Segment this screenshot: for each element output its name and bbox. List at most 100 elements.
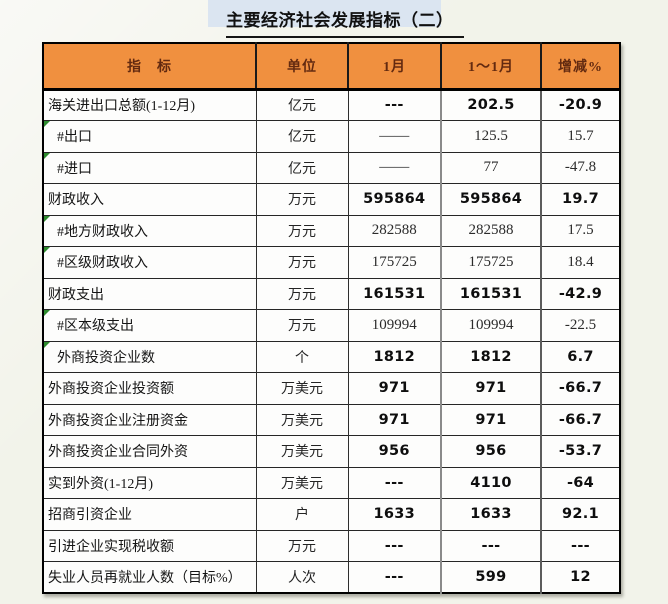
month-value-cell: 1812 [347, 340, 441, 373]
indicator-label: 实到外资(1-12月) [48, 476, 153, 492]
month-value-cell: --- [347, 466, 441, 499]
table-row: 引进企业实现税收额 万元 --- --- --- [43, 529, 620, 562]
month-value-cell: 971 [347, 372, 441, 404]
change-value-cell: 92.1 [540, 498, 620, 530]
indicator-label: 财政支出 [48, 287, 104, 303]
indicator-label: 海关进出口总额(1-12月) [48, 99, 195, 115]
indicator-cell: 实到外资(1-12月) [43, 466, 256, 499]
indicators-table: 指 标 单位 1月 1～1月 增减% 海关进出口总额(1-12月) 亿元 ---… [42, 42, 621, 594]
month-value-cell: --- [347, 561, 441, 593]
change-value-cell: 12 [540, 561, 620, 593]
indicator-label: #进口 [57, 161, 92, 177]
col-header-unit: 单位 [255, 43, 348, 91]
indicator-cell: #区级财政收入 [43, 246, 256, 278]
indicator-cell: 财政支出 [43, 277, 256, 310]
cumulative-value-cell: 109994 [440, 309, 541, 341]
green-corner-marker-icon [44, 121, 50, 127]
indicator-label: 财政收入 [48, 193, 104, 209]
table-row: #进口 亿元 —— 77 -47.8 [43, 151, 620, 184]
cumulative-value-cell: 971 [440, 372, 541, 404]
month-value-cell: 1633 [347, 498, 441, 530]
table-row: 外商投资企业注册资金 万美元 971 971 -66.7 [43, 403, 620, 436]
unit-cell: 亿元 [255, 89, 348, 121]
col-header-month1: 1月 [347, 43, 441, 91]
change-value-cell: -66.7 [540, 403, 620, 436]
table-body: 海关进出口总额(1-12月) 亿元 --- 202.5 -20.9 #出口 亿元… [43, 89, 620, 593]
cumulative-value-cell: 175725 [440, 246, 541, 278]
cumulative-value-cell: 282588 [440, 214, 541, 247]
table-row: 招商引资企业 户 1633 1633 92.1 [43, 498, 620, 530]
indicator-label: 外商投资企业数 [57, 350, 155, 366]
indicator-label: 失业人员再就业人数（目标%） [48, 571, 242, 586]
indicator-cell: 外商投资企业数 [43, 340, 256, 373]
cumulative-value-cell: 599 [440, 561, 541, 593]
unit-cell: 亿元 [255, 120, 348, 152]
page-title: 主要经济社会发展指标（二） [226, 6, 464, 38]
table-row: 外商投资企业合同外资 万美元 956 956 -53.7 [43, 435, 620, 467]
unit-cell: 亿元 [255, 151, 348, 184]
green-corner-marker-icon [44, 247, 50, 253]
change-value-cell: 19.7 [540, 183, 620, 215]
unit-cell: 万美元 [255, 403, 348, 436]
indicator-label: 外商投资企业注册资金 [48, 413, 188, 429]
unit-cell: 万元 [255, 183, 348, 215]
header-row: 指 标 单位 1月 1～1月 增减% [43, 43, 620, 91]
indicator-label: 外商投资企业合同外资 [48, 445, 188, 461]
table-row: #区级财政收入 万元 175725 175725 18.4 [43, 246, 620, 278]
indicator-cell: 引进企业实现税收额 [43, 529, 256, 562]
indicator-label: #区本级支出 [57, 319, 134, 335]
change-value-cell: 15.7 [540, 120, 620, 152]
table-row: 外商投资企业数 个 1812 1812 6.7 [43, 340, 620, 373]
cumulative-value-cell: 1812 [440, 340, 541, 373]
change-value-cell: -22.5 [540, 309, 620, 341]
unit-cell: 万元 [255, 246, 348, 278]
cumulative-value-cell: 4110 [440, 466, 541, 499]
indicator-label: 外商投资企业投资额 [48, 382, 174, 398]
table-row: #地方财政收入 万元 282588 282588 17.5 [43, 214, 620, 247]
unit-cell: 个 [255, 340, 348, 373]
month-value-cell: 109994 [347, 309, 441, 341]
cumulative-value-cell: --- [440, 529, 541, 562]
table-row: 外商投资企业投资额 万美元 971 971 -66.7 [43, 372, 620, 404]
cumulative-value-cell: 77 [440, 151, 541, 184]
indicator-cell: 外商投资企业注册资金 [43, 403, 256, 436]
change-value-cell: 6.7 [540, 340, 620, 373]
indicator-cell: 财政收入 [43, 183, 256, 215]
cumulative-value-cell: 971 [440, 403, 541, 436]
table-row: #出口 亿元 —— 125.5 15.7 [43, 120, 620, 152]
col-header-change: 增减% [540, 43, 620, 91]
unit-cell: 万元 [255, 214, 348, 247]
green-corner-marker-icon [44, 341, 50, 348]
month-value-cell: 971 [347, 403, 441, 436]
title-highlight [208, 0, 441, 27]
change-value-cell: -42.9 [540, 277, 620, 310]
month-value-cell: 161531 [347, 277, 441, 310]
month-value-cell: —— [347, 151, 441, 184]
indicator-cell: #地方财政收入 [43, 214, 256, 247]
indicator-label: #地方财政收入 [57, 224, 148, 240]
cumulative-value-cell: 1633 [440, 498, 541, 530]
month-value-cell: —— [347, 120, 441, 152]
indicator-label: #出口 [57, 130, 92, 146]
indicator-cell: 招商引资企业 [43, 498, 256, 530]
cumulative-value-cell: 125.5 [440, 120, 541, 152]
month-value-cell: --- [347, 89, 441, 121]
green-corner-marker-icon [44, 215, 50, 222]
change-value-cell: -64 [540, 466, 620, 499]
table-row: 海关进出口总额(1-12月) 亿元 --- 202.5 -20.9 [43, 89, 620, 121]
change-value-cell: 18.4 [540, 246, 620, 278]
change-value-cell: -20.9 [540, 89, 620, 121]
indicator-label: #区级财政收入 [57, 256, 148, 272]
unit-cell: 万美元 [255, 372, 348, 404]
month-value-cell: 175725 [347, 246, 441, 278]
cumulative-value-cell: 202.5 [440, 89, 541, 121]
unit-cell: 人次 [255, 561, 348, 593]
unit-cell: 万元 [255, 277, 348, 310]
green-corner-marker-icon [44, 310, 50, 316]
month-value-cell: --- [347, 529, 441, 562]
unit-cell: 万美元 [255, 466, 348, 499]
change-value-cell: --- [540, 529, 620, 562]
change-value-cell: -47.8 [540, 151, 620, 184]
cumulative-value-cell: 161531 [440, 277, 541, 310]
